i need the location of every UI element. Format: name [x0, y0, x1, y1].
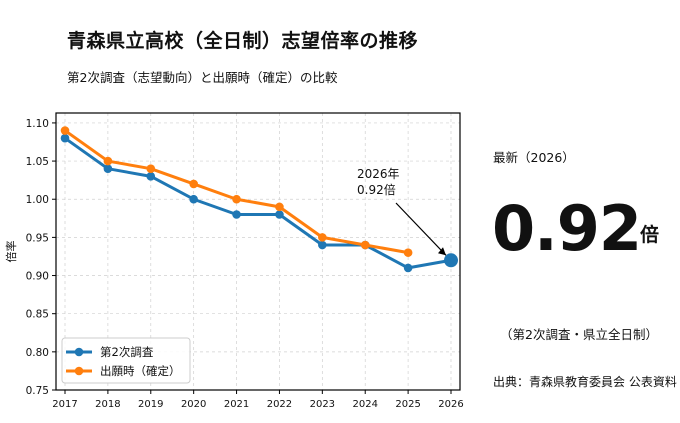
data-point — [275, 202, 284, 212]
data-point — [189, 179, 198, 189]
page-title: 青森県立高校（全日制）志望倍率の推移 — [67, 30, 419, 52]
y-tick-label: 1.05 — [26, 156, 49, 168]
data-point — [103, 156, 113, 166]
data-point — [60, 126, 70, 135]
data-point — [318, 233, 327, 242]
legend-label: 第2次調査 — [100, 345, 154, 359]
x-tick-label: 2024 — [352, 399, 377, 410]
x-tick-label: 2021 — [224, 399, 249, 410]
y-tick-label: 0.75 — [26, 385, 49, 397]
data-point — [189, 194, 198, 204]
x-tick-label: 2019 — [138, 399, 163, 410]
legend-marker — [74, 347, 84, 357]
highlight-point — [443, 253, 458, 268]
data-point — [318, 240, 327, 250]
data-point — [146, 172, 156, 181]
latest-unit: 倍 — [640, 224, 660, 246]
annotation-text: 2026年 — [357, 167, 400, 181]
source-note: 出典：青森県教育委員会 公表資料 — [493, 375, 677, 389]
latest-note: （第2次調査・県立全日制） — [500, 327, 658, 342]
series-line — [64, 136, 452, 270]
data-point — [232, 210, 241, 219]
data-point — [232, 194, 241, 204]
latest-value: 0.92 — [492, 192, 642, 265]
data-point — [60, 133, 70, 143]
data-point — [146, 164, 156, 174]
data-point — [275, 210, 284, 219]
page-subtitle: 第2次調査（志望動向）と出願時（確定）の比較 — [67, 70, 338, 85]
y-tick-label: 0.80 — [26, 347, 49, 359]
axes-frame — [55, 112, 461, 391]
annotation-arrowhead — [437, 247, 446, 256]
y-tick-label: 0.95 — [26, 232, 49, 244]
y-tick-label: 0.85 — [26, 309, 49, 321]
x-tick-label: 2025 — [395, 399, 420, 410]
x-tick-label: 2020 — [181, 399, 206, 410]
legend-box — [61, 337, 191, 384]
data-point — [360, 240, 370, 250]
x-tick-label: 2018 — [95, 399, 120, 410]
legend-marker — [74, 366, 84, 376]
x-tick-label: 2017 — [52, 399, 77, 410]
latest-label: 最新（2026） — [493, 150, 575, 165]
y-tick-label: 0.90 — [26, 271, 49, 283]
y-tick-label: 1.10 — [26, 118, 49, 130]
legend-label: 出願時（確定） — [100, 364, 181, 378]
y-axis-label: 倍率 — [4, 241, 18, 263]
x-tick-label: 2022 — [267, 399, 292, 410]
data-point — [403, 248, 413, 257]
x-tick-label: 2023 — [310, 399, 335, 410]
y-tick-label: 1.00 — [26, 194, 49, 206]
annotation-arrow — [395, 202, 447, 256]
x-tick-label: 2026 — [438, 399, 463, 410]
annotation-text: 0.92倍 — [357, 182, 396, 197]
data-point — [403, 263, 413, 273]
data-point — [103, 164, 113, 174]
